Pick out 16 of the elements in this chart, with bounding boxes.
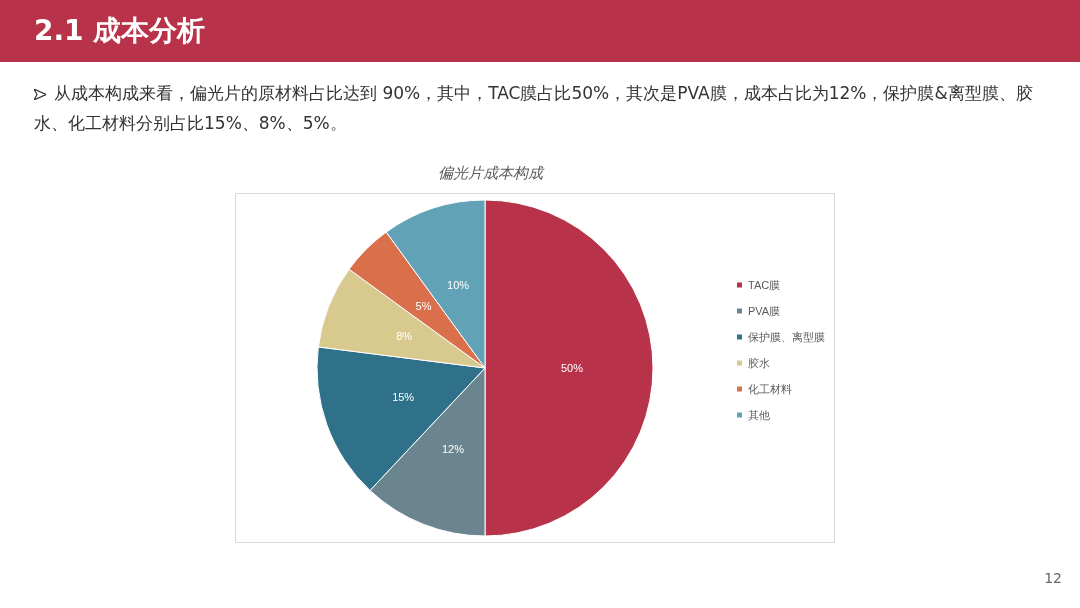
legend-label: TAC膜 [748, 279, 781, 291]
text: 从成本构成来看，偏光片的原材料占比达到 90%，其中，TAC膜占比50%，其次是PVA膜，成本占比为12%，保护膜&离型膜、胶水、化工材料分别占比15%、8%、5%。 [34, 83, 1033, 133]
legend-label: 化工材料 [748, 383, 792, 395]
legend-label: PVA膜 [748, 305, 781, 317]
chart-title: 偏光片成本构成 [437, 164, 545, 181]
data-label: 12% [441, 442, 465, 455]
data-label: 50% [560, 362, 584, 374]
legend-label: 胶水 [748, 357, 770, 369]
data-label: 15% [392, 391, 415, 404]
data-label: 10% [447, 279, 470, 292]
text: 12 [1044, 570, 1062, 586]
chart-subtitle: 2.1 成本分析 [0, 0, 1080, 62]
data-label: 5% [415, 300, 432, 313]
data-label: 8% [396, 329, 413, 342]
legend-label: 保护膜、离型膜 [748, 331, 825, 343]
legend-label: 其他 [748, 409, 770, 421]
